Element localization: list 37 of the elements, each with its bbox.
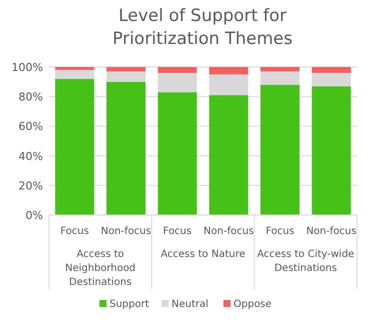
y-tick-label: 20% — [18, 179, 43, 192]
legend-label: Neutral — [172, 299, 208, 310]
chart-title: Level of Support for Prioritization Themes — [112, 6, 293, 49]
x-tick-label: Focus — [266, 226, 294, 237]
y-tick-label: 80% — [18, 90, 43, 104]
bar — [260, 84, 300, 215]
bar — [55, 70, 94, 79]
bar — [209, 74, 248, 96]
x-tick-label: Focus — [60, 226, 89, 237]
bar — [106, 67, 146, 72]
bar — [209, 67, 248, 74]
legend-label: Oppose — [234, 299, 272, 310]
y-tick-label: 60% — [18, 120, 43, 134]
x-tick-label: Non-focus — [306, 226, 356, 237]
bar — [106, 71, 146, 82]
text: Access to Nature — [160, 249, 246, 260]
bar — [312, 86, 351, 215]
y-tick-label: 0% — [26, 209, 43, 222]
bar — [158, 67, 197, 73]
text: Access to City-wide Destinations — [257, 249, 354, 274]
bar — [260, 67, 300, 72]
bar — [55, 78, 94, 215]
bar — [209, 95, 248, 215]
legend-label: Support — [110, 299, 150, 310]
x-tick-label: Non-focus — [100, 226, 152, 237]
x-tick-label: Focus — [163, 226, 192, 237]
bar — [158, 72, 197, 92]
bar — [260, 71, 300, 85]
y-tick-label: 100% — [12, 61, 43, 74]
bar — [312, 67, 351, 73]
x-tick-label: Non-focus — [204, 226, 254, 237]
text: Access to Neighborhood Destinations — [65, 249, 136, 288]
y-tick-label: 40% — [18, 150, 43, 163]
bar — [312, 72, 351, 86]
bar — [158, 92, 197, 215]
bar — [55, 67, 94, 70]
bar — [106, 82, 146, 215]
